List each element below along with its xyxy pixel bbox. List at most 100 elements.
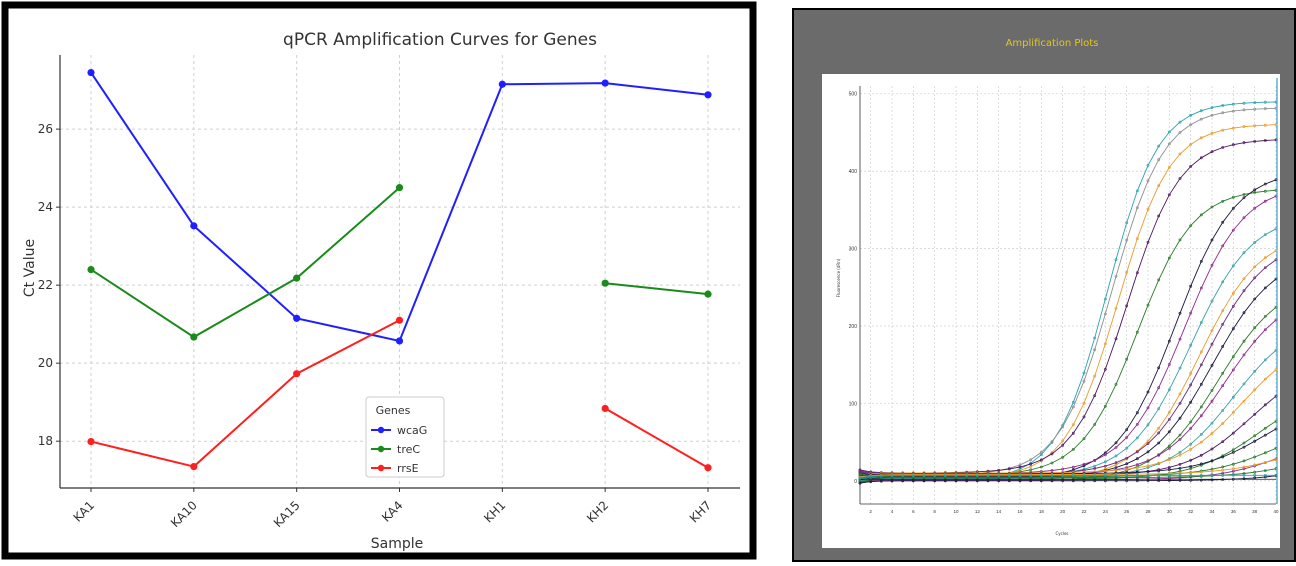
amplification-point xyxy=(1242,277,1246,281)
amplification-point xyxy=(1167,165,1171,169)
amplification-point xyxy=(1039,458,1043,462)
plot-x-tick-label: 30 xyxy=(1167,509,1173,514)
amplification-point xyxy=(1199,213,1203,217)
amplification-point xyxy=(1210,150,1214,154)
amplification-point xyxy=(1146,459,1150,463)
amplification-point xyxy=(1242,108,1246,112)
amplification-point xyxy=(1199,363,1203,367)
amplification-point xyxy=(1082,371,1086,375)
series-line-trec xyxy=(90,186,401,339)
amplification-point xyxy=(1231,395,1235,399)
amplification-point xyxy=(1221,111,1225,115)
amplification-point xyxy=(1263,469,1267,473)
amplification-point xyxy=(1274,277,1278,281)
amplification-point xyxy=(1274,227,1278,231)
amplification-point xyxy=(933,479,937,483)
amplification-point xyxy=(1210,342,1214,346)
data-point-rrse xyxy=(293,370,301,378)
amplification-point xyxy=(1082,473,1086,477)
amplification-point xyxy=(1157,184,1161,188)
amplification-point xyxy=(1061,479,1065,483)
amplification-curve xyxy=(859,474,1276,479)
plot-x-tick-label: 14 xyxy=(996,509,1002,514)
amplification-point xyxy=(1199,109,1203,113)
legend-label: treC xyxy=(397,443,420,456)
amplification-point xyxy=(1189,284,1193,288)
amplification-point xyxy=(1135,330,1139,334)
amplification-point xyxy=(1253,388,1257,392)
amplification-point xyxy=(933,473,937,477)
amplification-point xyxy=(1125,221,1129,225)
amplification-point xyxy=(1274,473,1278,477)
amplification-point xyxy=(1231,264,1235,268)
plot-x-tick-label: 36 xyxy=(1231,509,1237,514)
y-tick-label: 20 xyxy=(38,356,53,370)
amplification-point xyxy=(1231,206,1235,210)
amplification-point xyxy=(1253,276,1257,280)
amplification-point xyxy=(1210,469,1214,473)
amplification-point xyxy=(1242,339,1246,343)
plot-x-tick-label: 16 xyxy=(1017,509,1023,514)
amplification-point xyxy=(1253,326,1257,330)
amplification-point xyxy=(1178,120,1182,124)
amplification-point xyxy=(1231,355,1235,359)
amplification-point xyxy=(1263,256,1267,260)
amplification-point xyxy=(1189,471,1193,475)
amplification-point xyxy=(997,479,1001,483)
amplification-point xyxy=(1082,379,1086,383)
data-point-wcag xyxy=(601,79,609,87)
amplification-point xyxy=(1199,414,1203,418)
amplification-point xyxy=(879,479,883,483)
amplification-point xyxy=(1221,468,1225,472)
amplification-point xyxy=(1146,163,1150,167)
amplification-point xyxy=(1253,297,1257,301)
amplification-point xyxy=(1114,258,1118,262)
amplification-curve xyxy=(859,428,1277,477)
amplification-point xyxy=(1221,309,1225,313)
amplification-point xyxy=(1125,436,1129,439)
amplification-point xyxy=(1253,265,1257,269)
amplification-point xyxy=(1210,459,1214,463)
amplification-point xyxy=(1029,458,1033,462)
data-point-trec xyxy=(704,290,712,298)
plot-x-tick-label: 32 xyxy=(1188,509,1194,514)
amplification-point xyxy=(1231,473,1235,477)
amplification-point xyxy=(1242,465,1246,469)
amplification-point xyxy=(1135,436,1139,440)
amplification-point xyxy=(1274,348,1278,352)
amplification-point xyxy=(1189,143,1193,146)
amplification-point xyxy=(911,479,915,483)
amplification-point xyxy=(1125,456,1129,460)
amplification-point xyxy=(1189,343,1193,347)
amplification-point xyxy=(1210,131,1214,135)
amplification-point xyxy=(1135,450,1139,454)
amplification-point xyxy=(1263,286,1267,290)
plot-x-tick-label: 8 xyxy=(933,509,936,514)
amplification-point xyxy=(1157,441,1161,445)
amplification-point xyxy=(1125,238,1129,242)
series-line-trec xyxy=(605,282,709,296)
amplification-point xyxy=(1242,251,1246,255)
amplification-point xyxy=(1263,314,1267,318)
data-point-rrse xyxy=(395,316,404,324)
amplification-point xyxy=(1242,441,1246,445)
amplification-point xyxy=(1274,106,1278,110)
amplification-point xyxy=(1242,311,1246,315)
amplification-point xyxy=(1189,164,1193,168)
amplification-point xyxy=(1157,386,1161,390)
amplification-point xyxy=(1146,179,1150,183)
amplification-point xyxy=(1167,458,1171,462)
amplification-point xyxy=(1178,416,1182,420)
amplification-point xyxy=(1253,191,1257,194)
amplification-point xyxy=(1263,358,1267,362)
amplification-point xyxy=(1135,457,1139,461)
amplification-point xyxy=(1221,199,1225,203)
amplification-point xyxy=(1157,366,1161,370)
amplification-point xyxy=(1114,337,1118,341)
amplification-point xyxy=(1007,467,1011,471)
amplification-point xyxy=(1135,463,1139,467)
amplification-point xyxy=(1221,322,1225,326)
amplification-point xyxy=(1167,410,1171,414)
amplification-point xyxy=(1146,390,1150,394)
